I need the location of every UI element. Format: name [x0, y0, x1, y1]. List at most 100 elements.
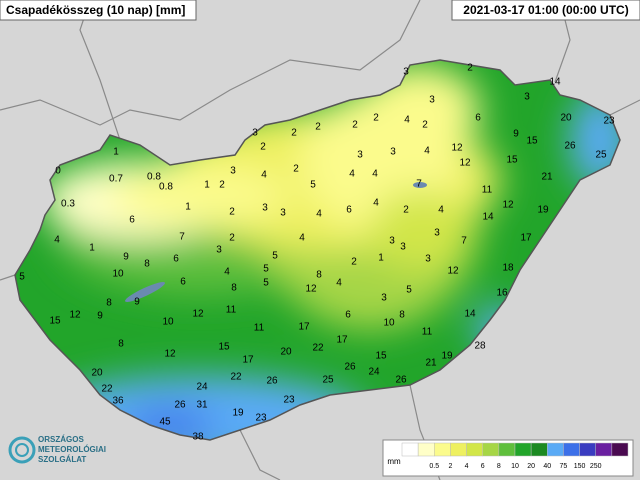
station-value: 5: [272, 251, 278, 262]
station-value: 3: [381, 293, 387, 304]
station-value: 0: [55, 166, 61, 177]
station-value: 26: [266, 376, 278, 387]
station-value: 8: [399, 310, 405, 321]
legend-label: 0.5: [429, 463, 439, 470]
station-value: 14: [482, 212, 494, 223]
legend-label: 40: [543, 463, 551, 470]
legend-swatch: [514, 442, 532, 457]
legend-swatch: [401, 442, 419, 457]
station-value: 24: [196, 382, 208, 393]
lake: [124, 282, 166, 302]
station-value: 6: [346, 205, 352, 216]
station-value: 26: [564, 141, 576, 152]
station-value: 12: [447, 266, 459, 277]
station-value: 15: [218, 342, 230, 353]
station-value: 2: [422, 120, 428, 131]
station-value: 23: [283, 395, 295, 406]
station-value: 4: [54, 235, 60, 246]
station-value: 36: [112, 396, 124, 407]
station-value: 14: [464, 309, 476, 320]
station-value: 2: [219, 180, 225, 191]
station-value: 2: [351, 257, 357, 268]
station-value: 4: [316, 209, 322, 220]
station-value: 11: [226, 305, 237, 316]
timestamp-box: [451, 0, 640, 21]
station-value: 12: [502, 200, 514, 211]
legend-label: 2: [448, 463, 452, 470]
station-value: 4: [299, 233, 305, 244]
station-value: 4: [349, 169, 355, 180]
legend-swatch: [466, 442, 483, 457]
station-value: 2: [229, 207, 235, 218]
legend-swatch: [595, 442, 613, 457]
station-value: 19: [232, 408, 244, 419]
station-value: 2: [315, 122, 321, 133]
station-value: 3: [429, 95, 435, 106]
station-value: 1: [185, 202, 191, 213]
station-value: 6: [173, 254, 179, 265]
legend-label: 20: [527, 463, 535, 470]
logo-text: SZOLGÁLAT: [38, 455, 86, 464]
legend-swatch: [450, 442, 467, 457]
station-value: 25: [595, 150, 607, 161]
timestamp: 2021-03-17 01:00 (00:00 UTC): [463, 3, 628, 17]
station-value: 7: [416, 179, 422, 190]
legend-swatch: [563, 442, 580, 457]
legend-swatch: [498, 442, 516, 457]
legend-swatch: [611, 442, 629, 457]
station-value: 4: [424, 146, 430, 157]
station-value: 2: [260, 142, 266, 153]
station-value: 28: [474, 341, 486, 352]
station-value: 17: [520, 233, 532, 244]
station-value: 15: [506, 155, 518, 166]
station-value: 12: [69, 310, 81, 321]
station-value: 22: [230, 372, 242, 383]
station-value: 31: [196, 400, 208, 411]
station-value: 3: [425, 254, 431, 265]
station-value: 8: [231, 283, 237, 294]
station-value: 4: [438, 205, 444, 216]
logo-text: METEOROLÓGIAI: [38, 445, 106, 454]
station-value: 4: [404, 115, 410, 126]
station-value: 26: [395, 375, 407, 386]
station-value: 4: [336, 278, 342, 289]
station-value: 8: [316, 270, 322, 281]
station-value: 3: [252, 128, 258, 139]
station-value: 5: [310, 180, 316, 191]
station-value: 10: [383, 318, 395, 329]
station-value: 1: [204, 180, 210, 191]
station-value: 9: [513, 129, 519, 140]
station-value: 3: [230, 166, 236, 177]
station-value: 2: [293, 164, 299, 175]
lake: [413, 182, 427, 188]
legend-swatch: [530, 442, 548, 457]
station-value: 10: [162, 317, 174, 328]
station-value: 16: [496, 288, 508, 299]
station-value: 25: [322, 375, 334, 386]
legend-swatch: [417, 442, 435, 457]
station-value: 20: [280, 347, 292, 358]
station-value: 20: [560, 113, 572, 124]
station-value: 2: [291, 128, 297, 139]
station-value: 4: [261, 170, 267, 181]
station-value: 24: [368, 367, 380, 378]
station-value: 9: [134, 297, 140, 308]
station-value: 5: [406, 285, 412, 296]
legend-label: 8: [497, 463, 501, 470]
station-value: 2: [373, 113, 379, 124]
legend-label: 250: [590, 463, 602, 470]
legend-unit: mm: [387, 457, 401, 466]
legend: 0.5 2 4 6 8 10 20 40 75 150 250: [401, 442, 629, 470]
station-value: 15: [49, 316, 61, 327]
legend-label: 4: [465, 463, 469, 470]
station-value: 5: [263, 264, 269, 275]
station-value: 11: [254, 323, 265, 334]
legend-swatch: [547, 442, 564, 457]
station-value: 0.3: [61, 199, 75, 210]
station-value: 2: [352, 120, 358, 131]
station-value: 5: [19, 272, 25, 283]
station-value: 12: [451, 143, 463, 154]
